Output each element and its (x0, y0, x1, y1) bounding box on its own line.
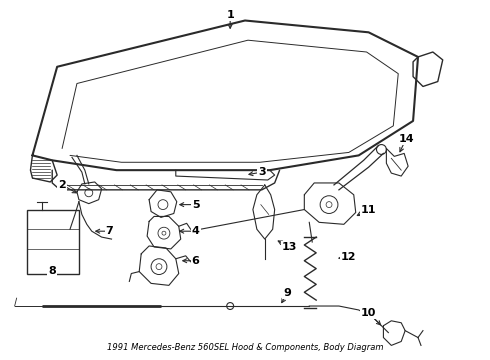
Text: 1991 Mercedes-Benz 560SEL Hood & Components, Body Diagram: 1991 Mercedes-Benz 560SEL Hood & Compone… (107, 343, 383, 352)
Text: 9: 9 (284, 288, 292, 298)
Text: 2: 2 (58, 180, 66, 190)
Text: 5: 5 (192, 199, 199, 210)
Text: 7: 7 (106, 226, 113, 236)
Text: 1: 1 (226, 10, 234, 19)
Text: 4: 4 (192, 226, 199, 236)
Text: 14: 14 (398, 134, 414, 144)
Text: 6: 6 (192, 256, 199, 266)
Text: 10: 10 (361, 308, 376, 318)
Text: 13: 13 (282, 242, 297, 252)
Bar (27, 210, 79, 274)
Text: 11: 11 (361, 204, 376, 215)
Text: 12: 12 (341, 252, 357, 262)
Text: 3: 3 (258, 167, 266, 177)
Text: 8: 8 (49, 266, 56, 276)
